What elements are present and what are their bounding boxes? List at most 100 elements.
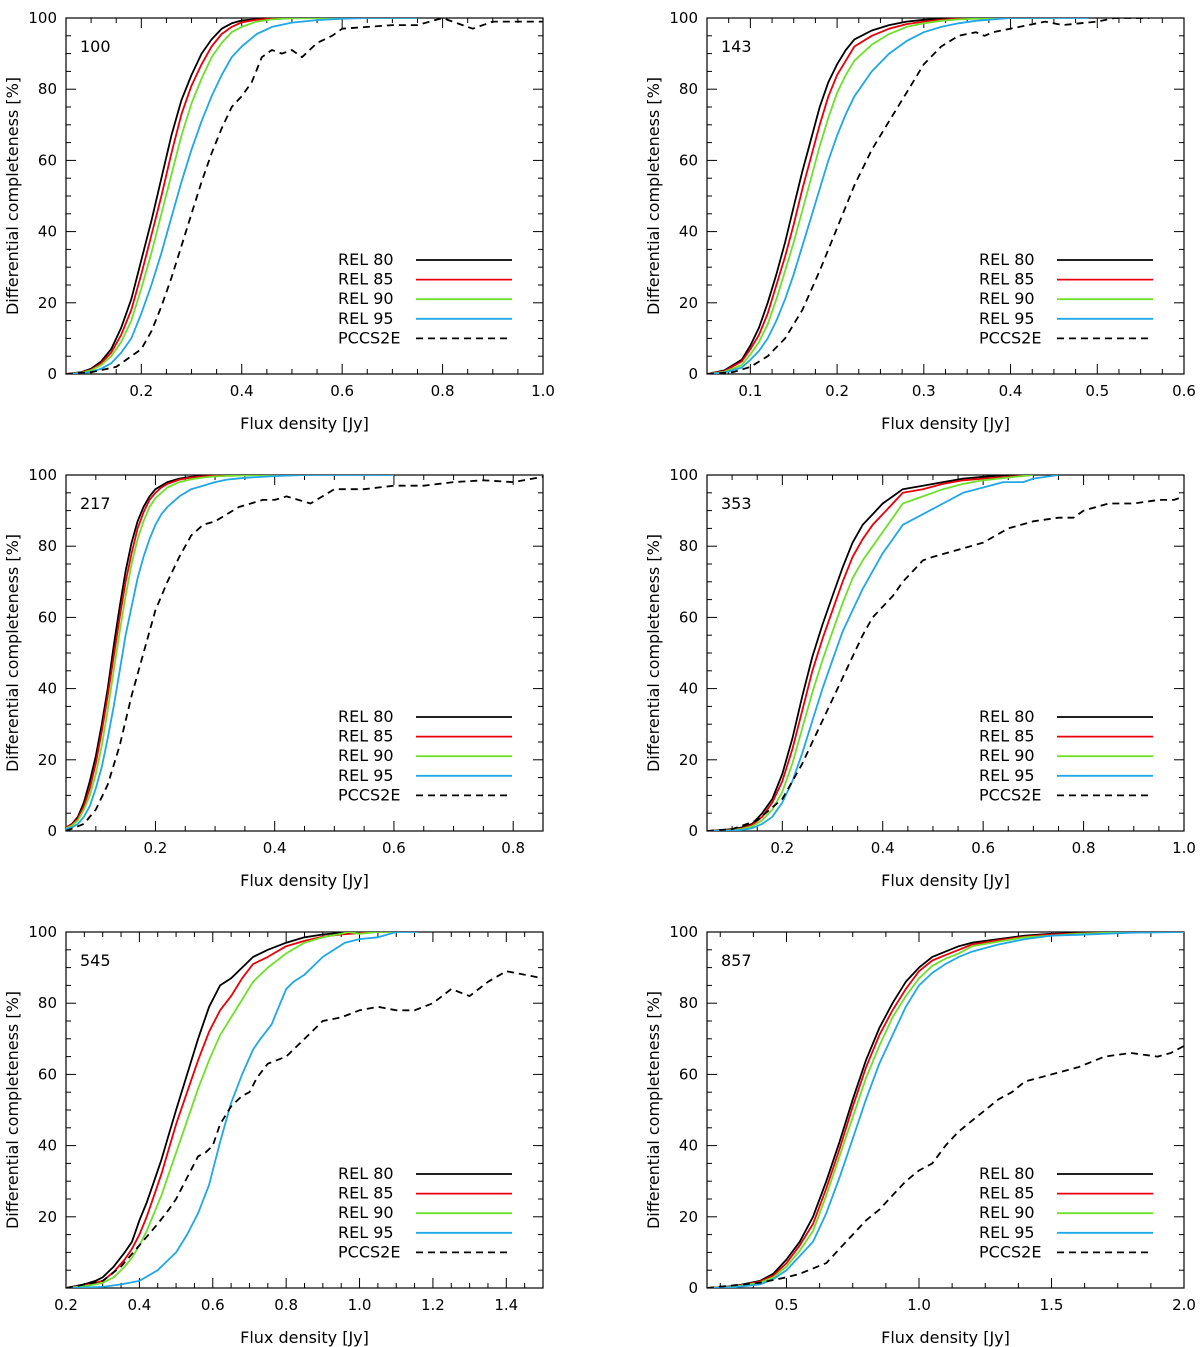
y-axis-title: Differential completeness [%] <box>644 534 663 772</box>
y-tick-label: 40 <box>679 680 698 698</box>
legend-label: REL 95 <box>338 309 394 328</box>
series-line-rel-80 <box>707 18 1054 374</box>
x-tick-label: 0.3 <box>912 382 936 400</box>
x-tick-label: 0.1 <box>738 382 762 400</box>
legend-label: REL 80 <box>338 707 394 726</box>
chart-panel-100: 0.2 0.4 0.6 0.8 1.0 0 20 40 60 80 100 Flux density … <box>3 9 555 433</box>
x-tick-label: 0.4 <box>999 382 1023 400</box>
legend-label: PCCS2E <box>979 328 1041 347</box>
panel-frequency-label: 857 <box>721 951 752 970</box>
x-tick-label: 0.8 <box>501 839 525 857</box>
x-tick-label: 1.0 <box>348 1296 372 1314</box>
series-line-rel-95 <box>66 932 419 1288</box>
legend-label: REL 85 <box>338 727 394 746</box>
x-tick-label: 1.0 <box>907 1296 931 1314</box>
legend-label: REL 85 <box>979 727 1035 746</box>
x-axis-title: Flux density [Jy] <box>881 414 1010 433</box>
y-tick-label: 60 <box>38 151 57 169</box>
y-axis-title: Differential completeness [%] <box>644 77 663 315</box>
series-line-rel-90 <box>66 932 397 1288</box>
y-tick-label: 40 <box>38 680 57 698</box>
panel-frequency-label: 100 <box>80 37 111 56</box>
x-tick-label: 0.8 <box>274 1296 298 1314</box>
legend-label: REL 90 <box>979 1203 1035 1222</box>
legend-label: REL 95 <box>338 1223 394 1242</box>
panel-frequency-label: 143 <box>721 37 752 56</box>
series-line-pccs2e <box>66 970 543 1288</box>
y-tick-label: 60 <box>679 608 698 626</box>
plot-frame <box>706 474 1185 832</box>
x-axis-title: Flux density [Jy] <box>240 1328 369 1347</box>
x-tick-label: 1.0 <box>1172 839 1196 857</box>
legend-label: REL 85 <box>979 270 1035 289</box>
chart-panel-353: 0.2 0.4 0.6 0.8 1.0 0 20 40 60 80 100 Flux density … <box>644 466 1196 890</box>
series-line-pccs2e <box>66 18 543 374</box>
x-tick-label: 0.2 <box>825 382 849 400</box>
y-tick-label: 80 <box>38 994 57 1012</box>
x-axis-title: Flux density [Jy] <box>240 414 369 433</box>
panel-frequency-label: 353 <box>721 494 752 513</box>
y-tick-label: 80 <box>38 80 57 98</box>
x-tick-label: 0.4 <box>127 1296 151 1314</box>
y-tick-label: 60 <box>679 151 698 169</box>
legend-label: REL 85 <box>979 1184 1035 1203</box>
y-axis-title: Differential completeness [%] <box>644 991 663 1229</box>
legend-label: REL 80 <box>338 250 394 269</box>
x-axis-title: Flux density [Jy] <box>881 871 1010 890</box>
x-tick-label: 0.6 <box>330 382 354 400</box>
x-tick-label: 0.6 <box>971 839 995 857</box>
chart-panel-143: 0.1 0.2 0.3 0.4 0.5 0.6 0 20 40 60 80 100 Flux densi… <box>644 9 1196 433</box>
series-line-rel-95 <box>707 18 1089 374</box>
series-line-rel-85 <box>707 18 1054 374</box>
legend-label: REL 90 <box>338 1203 394 1222</box>
series-line-rel-85 <box>66 932 397 1288</box>
y-tick-label: 20 <box>679 1208 698 1226</box>
y-tick-label: 80 <box>679 537 698 555</box>
y-axis-title: Differential completeness [%] <box>3 991 22 1229</box>
y-tick-label: 20 <box>38 751 57 769</box>
series-line-pccs2e <box>66 475 543 831</box>
legend-label: PCCS2E <box>338 328 400 347</box>
series-line-rel-90 <box>707 475 1034 831</box>
x-tick-label: 0.6 <box>201 1296 225 1314</box>
x-tick-label: 0.5 <box>1085 382 1109 400</box>
series-line-rel-95 <box>66 475 394 831</box>
series-line-rel-85 <box>707 475 1034 831</box>
y-tick-label: 20 <box>679 294 698 312</box>
legend-label: PCCS2E <box>979 1242 1041 1261</box>
y-tick-label: 0 <box>47 365 57 383</box>
x-tick-label: 0.2 <box>129 382 153 400</box>
series-line-rel-95 <box>66 18 418 374</box>
legend-label: REL 85 <box>338 1184 394 1203</box>
y-axis-title: Differential completeness [%] <box>3 534 22 772</box>
series-line-pccs2e <box>707 1045 1184 1288</box>
series-line-rel-90 <box>66 475 305 830</box>
y-tick-label: 40 <box>679 1137 698 1155</box>
series-line-rel-80 <box>66 932 378 1288</box>
chart-panel-217: 0.2 0.4 0.6 0.8 0 20 40 60 80 100 Flux density [Jy… <box>3 466 544 890</box>
panel-frequency-label: 545 <box>80 951 111 970</box>
series-line-rel-85 <box>66 18 418 374</box>
plot-frame <box>706 17 1185 375</box>
y-tick-label: 100 <box>669 466 698 484</box>
x-tick-label: 0.5 <box>775 1296 799 1314</box>
y-tick-label: 0 <box>688 1279 698 1297</box>
y-tick-label: 80 <box>38 537 57 555</box>
y-tick-label: 40 <box>38 1137 57 1155</box>
legend-label: REL 95 <box>979 766 1035 785</box>
series-line-rel-90 <box>707 18 1054 374</box>
y-tick-label: 0 <box>688 822 698 840</box>
x-tick-label: 0.8 <box>1072 839 1096 857</box>
legend-label: REL 95 <box>979 309 1035 328</box>
y-tick-label: 100 <box>28 9 57 27</box>
x-tick-label: 0.2 <box>144 839 168 857</box>
y-tick-label: 60 <box>38 608 57 626</box>
y-tick-label: 0 <box>688 365 698 383</box>
y-tick-label: 100 <box>28 923 57 941</box>
series-line-rel-90 <box>66 18 418 374</box>
x-tick-label: 0.2 <box>770 839 794 857</box>
